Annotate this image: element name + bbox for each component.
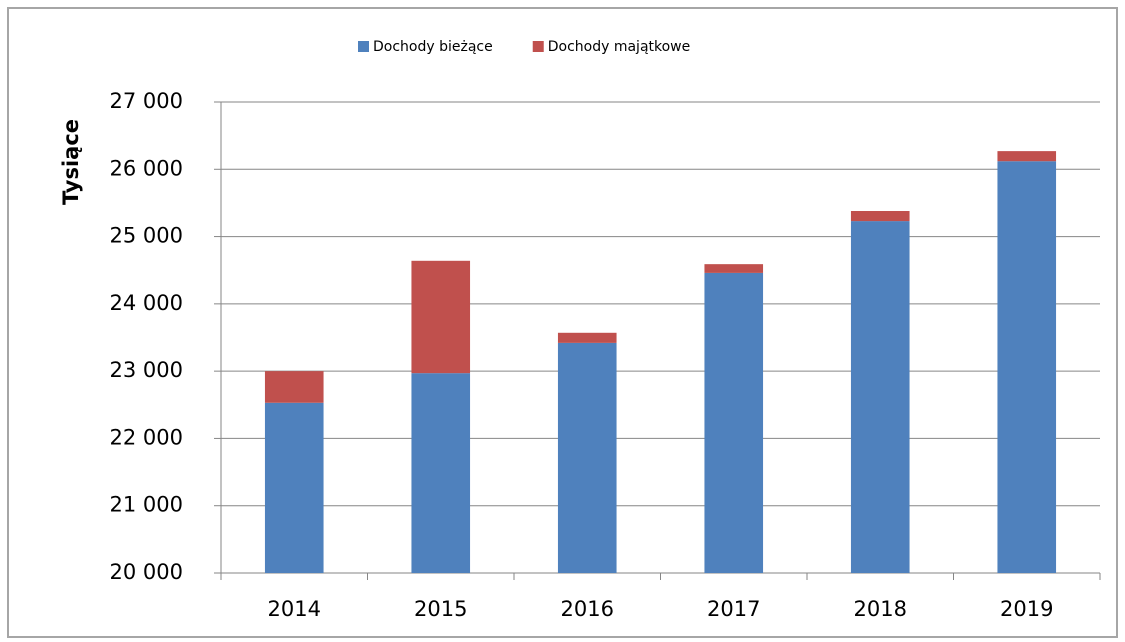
legend-label: Dochody bieżące	[373, 39, 493, 55]
x-tick-label: 2016	[561, 597, 614, 621]
x-tick-label: 2019	[1000, 597, 1053, 621]
legend-swatch	[358, 41, 369, 52]
y-tick-label: 22 000	[110, 425, 183, 449]
bar	[411, 373, 471, 573]
y-tick-label: 25 000	[110, 224, 183, 248]
x-tick-label: 2014	[268, 597, 321, 621]
y-tick-label: 24 000	[110, 291, 183, 315]
bar	[264, 402, 324, 573]
y-axis-label: Tysiące	[59, 119, 83, 205]
y-tick-label: 23 000	[110, 358, 183, 382]
bar	[557, 342, 617, 573]
bar	[411, 260, 471, 374]
bar	[557, 332, 617, 343]
bar	[704, 264, 764, 273]
bar	[997, 161, 1057, 573]
x-tick-label: 2018	[854, 597, 907, 621]
legend-swatch	[532, 41, 544, 52]
y-tick-label: 21 000	[110, 493, 183, 517]
y-tick-label: 27 000	[110, 89, 183, 113]
legend-label: Dochody majątkowe	[548, 39, 691, 55]
bar	[850, 221, 910, 574]
bar	[997, 151, 1057, 162]
bar	[850, 211, 910, 222]
y-tick-label: 20 000	[110, 560, 183, 584]
x-tick-label: 2015	[414, 597, 467, 621]
bar	[264, 371, 324, 403]
y-tick-label: 26 000	[110, 156, 183, 180]
bar	[704, 272, 764, 573]
x-tick-label: 2017	[707, 597, 760, 621]
